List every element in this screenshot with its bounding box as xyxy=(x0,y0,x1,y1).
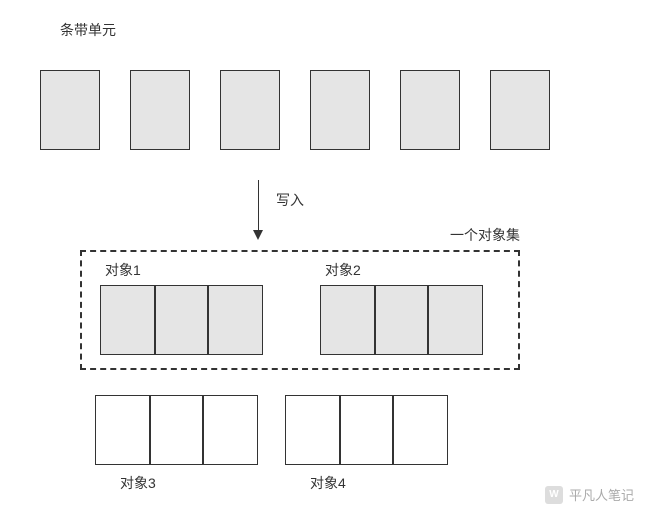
strip-unit xyxy=(400,70,460,150)
cell xyxy=(100,285,155,355)
strip-unit xyxy=(490,70,550,150)
object4-label: 对象4 xyxy=(310,473,346,493)
cell xyxy=(320,285,375,355)
object1-label: 对象1 xyxy=(105,260,141,280)
object4-cells xyxy=(285,395,448,465)
object-set-label: 一个对象集 xyxy=(450,225,520,245)
strip-unit xyxy=(130,70,190,150)
arrow-head xyxy=(253,230,263,240)
object2-label: 对象2 xyxy=(325,260,361,280)
watermark: W 平凡人笔记 xyxy=(545,485,634,504)
cell xyxy=(374,285,429,355)
watermark-text: 平凡人笔记 xyxy=(569,485,634,504)
cell xyxy=(393,395,448,465)
cell xyxy=(339,395,394,465)
arrow-label: 写入 xyxy=(276,190,304,210)
cell xyxy=(149,395,204,465)
object3-label: 对象3 xyxy=(120,473,156,493)
object2-cells xyxy=(320,285,483,355)
cell xyxy=(203,395,258,465)
strip-unit xyxy=(310,70,370,150)
cell xyxy=(95,395,150,465)
title-label: 条带单元 xyxy=(60,20,116,40)
object1-cells xyxy=(100,285,263,355)
strip-unit xyxy=(220,70,280,150)
cell xyxy=(208,285,263,355)
wechat-icon: W xyxy=(545,486,563,504)
strip-unit xyxy=(40,70,100,150)
arrow-line xyxy=(258,180,259,230)
cell xyxy=(154,285,209,355)
cell xyxy=(285,395,340,465)
strip-units-row xyxy=(40,70,550,150)
object3-cells xyxy=(95,395,258,465)
cell xyxy=(428,285,483,355)
